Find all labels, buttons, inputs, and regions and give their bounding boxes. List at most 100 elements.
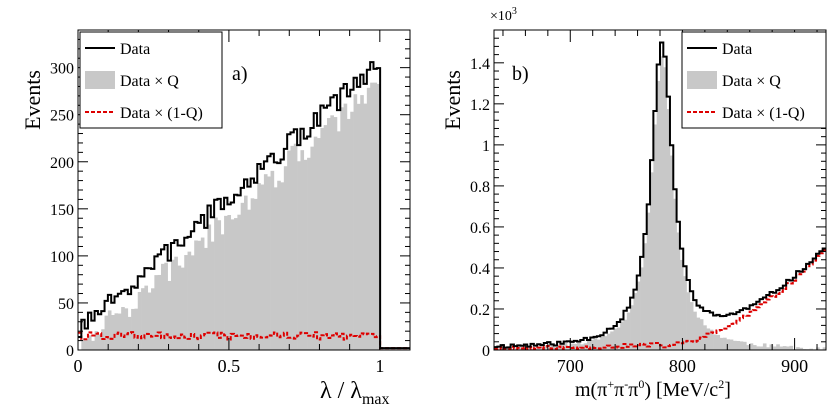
q-bin bbox=[366, 87, 371, 350]
q-bin bbox=[144, 285, 149, 350]
y-tick-label: 0.6 bbox=[470, 220, 490, 237]
q-bin bbox=[660, 56, 664, 350]
q-bin bbox=[729, 339, 734, 350]
q-bin bbox=[170, 259, 175, 350]
q-bin bbox=[313, 136, 318, 350]
legend-swatch-fill bbox=[85, 71, 115, 89]
q-bin bbox=[250, 198, 255, 350]
q-bin bbox=[769, 344, 774, 350]
y-tick-label: 1.4 bbox=[470, 56, 490, 73]
x-tick-label: 800 bbox=[669, 356, 696, 376]
legend-label: Data × Q bbox=[722, 73, 781, 90]
q-bin bbox=[333, 117, 338, 350]
panel-b-multiplier-base: ×10 bbox=[490, 9, 512, 24]
legend-label: Data bbox=[722, 41, 752, 58]
q-bin bbox=[510, 348, 515, 350]
q-bin bbox=[537, 348, 541, 350]
panel-a-label: a) bbox=[232, 63, 248, 85]
legend-label: Data × Q bbox=[120, 73, 179, 90]
q-bin bbox=[719, 337, 724, 350]
legend: Data Data × Q Data × (1-Q) bbox=[681, 31, 827, 129]
q-bin bbox=[127, 316, 132, 350]
panel-a-ylabel: Events bbox=[20, 70, 45, 130]
q-bin bbox=[530, 348, 535, 350]
legend-label: Data × (1-Q) bbox=[722, 105, 805, 122]
q-bin bbox=[224, 215, 228, 350]
q-bin bbox=[117, 313, 122, 350]
legend-label: Data bbox=[120, 41, 150, 58]
data-line bbox=[494, 41, 826, 349]
q-bin bbox=[723, 337, 727, 350]
q-bin bbox=[756, 346, 760, 350]
y-tick-label: 0.8 bbox=[470, 179, 490, 196]
q-bin bbox=[620, 321, 624, 350]
q-bin bbox=[81, 338, 85, 350]
q-bin bbox=[676, 232, 681, 350]
q-bin bbox=[679, 259, 684, 350]
q-bin bbox=[683, 276, 687, 350]
legend-swatch-fill bbox=[687, 71, 717, 89]
q-bin bbox=[184, 255, 188, 350]
q-bin bbox=[600, 336, 604, 350]
q-bin bbox=[177, 265, 182, 350]
q-bin bbox=[749, 343, 754, 350]
y-tick-label: 1 bbox=[482, 138, 490, 155]
xlabel-part: ) [MeV/c bbox=[644, 379, 718, 401]
q-bin bbox=[376, 83, 381, 351]
q-bin bbox=[557, 346, 561, 350]
x-tick-label: 700 bbox=[557, 356, 584, 376]
q-bin bbox=[283, 166, 288, 350]
q-bin bbox=[230, 219, 235, 350]
q-bin bbox=[752, 345, 757, 350]
q-bin bbox=[147, 292, 152, 350]
q-bin bbox=[636, 281, 641, 350]
q-bin bbox=[802, 348, 807, 350]
q-bin bbox=[350, 111, 354, 350]
y-tick-label: 300 bbox=[50, 61, 74, 78]
y-tick-label: 1.2 bbox=[470, 97, 490, 114]
panel-b-multiplier: ×103 bbox=[490, 6, 517, 24]
q-bin bbox=[174, 256, 178, 350]
q-bin bbox=[317, 138, 321, 350]
q-bin bbox=[104, 315, 109, 350]
panel-a-xlabel: λ / λmax bbox=[320, 378, 390, 408]
q-bin bbox=[713, 334, 717, 350]
q-bin bbox=[653, 124, 657, 351]
q-bin bbox=[343, 103, 348, 350]
q-bin bbox=[320, 127, 324, 350]
y-tick-label: 250 bbox=[50, 108, 74, 125]
q-bin bbox=[84, 339, 89, 350]
xlabel-part: ] bbox=[724, 379, 731, 401]
q-bin bbox=[782, 346, 787, 350]
q-bin bbox=[207, 224, 212, 350]
q-bin bbox=[603, 336, 608, 350]
q-bin bbox=[550, 344, 555, 350]
q-bin bbox=[739, 341, 744, 350]
q-bin bbox=[303, 159, 308, 350]
q-bin bbox=[356, 103, 361, 350]
q-bin bbox=[709, 329, 714, 350]
q-bin bbox=[217, 220, 222, 350]
q-bin bbox=[94, 331, 99, 350]
q-bin bbox=[300, 150, 305, 350]
q-bin bbox=[310, 146, 315, 350]
xlabel-part: - bbox=[624, 377, 628, 391]
q-bin bbox=[547, 348, 551, 350]
q-bin bbox=[570, 343, 574, 350]
x-tick-label: 0.5 bbox=[218, 356, 241, 376]
q-bin bbox=[816, 347, 820, 350]
q-bin bbox=[527, 346, 531, 350]
q-bin bbox=[124, 308, 129, 350]
xlabel-part: m(π bbox=[575, 379, 607, 401]
q-bin bbox=[699, 319, 704, 350]
q-bin bbox=[214, 217, 218, 350]
y-tick-label: 100 bbox=[50, 249, 74, 266]
panel-a: Events a) λ / λmax 0 50 100 150 200 250 300 0 0.… bbox=[20, 29, 411, 408]
q-bin bbox=[673, 198, 677, 350]
q-bin bbox=[809, 348, 814, 350]
q-bin bbox=[210, 241, 215, 350]
q-bin bbox=[157, 274, 162, 350]
q-bin bbox=[204, 247, 208, 350]
q-bin bbox=[91, 340, 95, 350]
q-bin bbox=[606, 333, 611, 350]
